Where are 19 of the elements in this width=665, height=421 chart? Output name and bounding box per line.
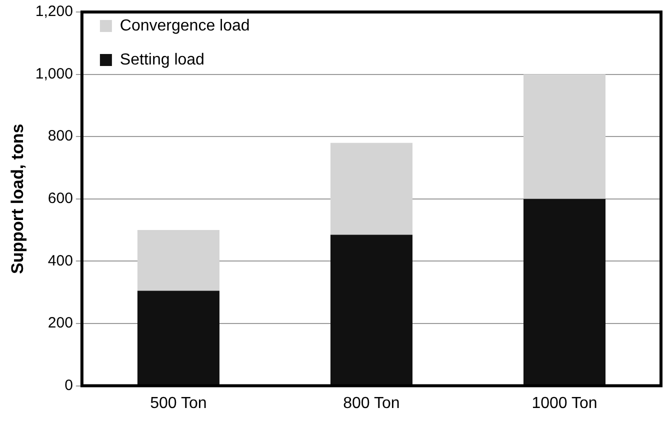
y-axis-title: Support load, tons — [8, 124, 27, 274]
bar — [523, 198, 606, 386]
y-tick-label: 200 — [48, 314, 73, 332]
y-tick-label: 1,000 — [35, 65, 73, 82]
bar — [137, 230, 220, 291]
y-tick-label: 400 — [48, 252, 73, 270]
y-tick-label: 1,200 — [35, 3, 73, 20]
y-tick-label: 600 — [48, 190, 73, 208]
y-tick-label: 800 — [48, 128, 73, 145]
x-tick-label: 800 Ton — [343, 394, 400, 412]
legend-label: Convergence load — [120, 17, 250, 34]
bar — [523, 74, 606, 199]
x-tick-label: 1000 Ton — [532, 394, 598, 412]
x-tick-label: 500 Ton — [150, 394, 207, 412]
bar — [330, 142, 412, 235]
bar — [330, 234, 412, 386]
bar — [137, 290, 220, 386]
y-tick-label: 0 — [64, 376, 73, 394]
legend-label: Setting load — [120, 51, 204, 68]
